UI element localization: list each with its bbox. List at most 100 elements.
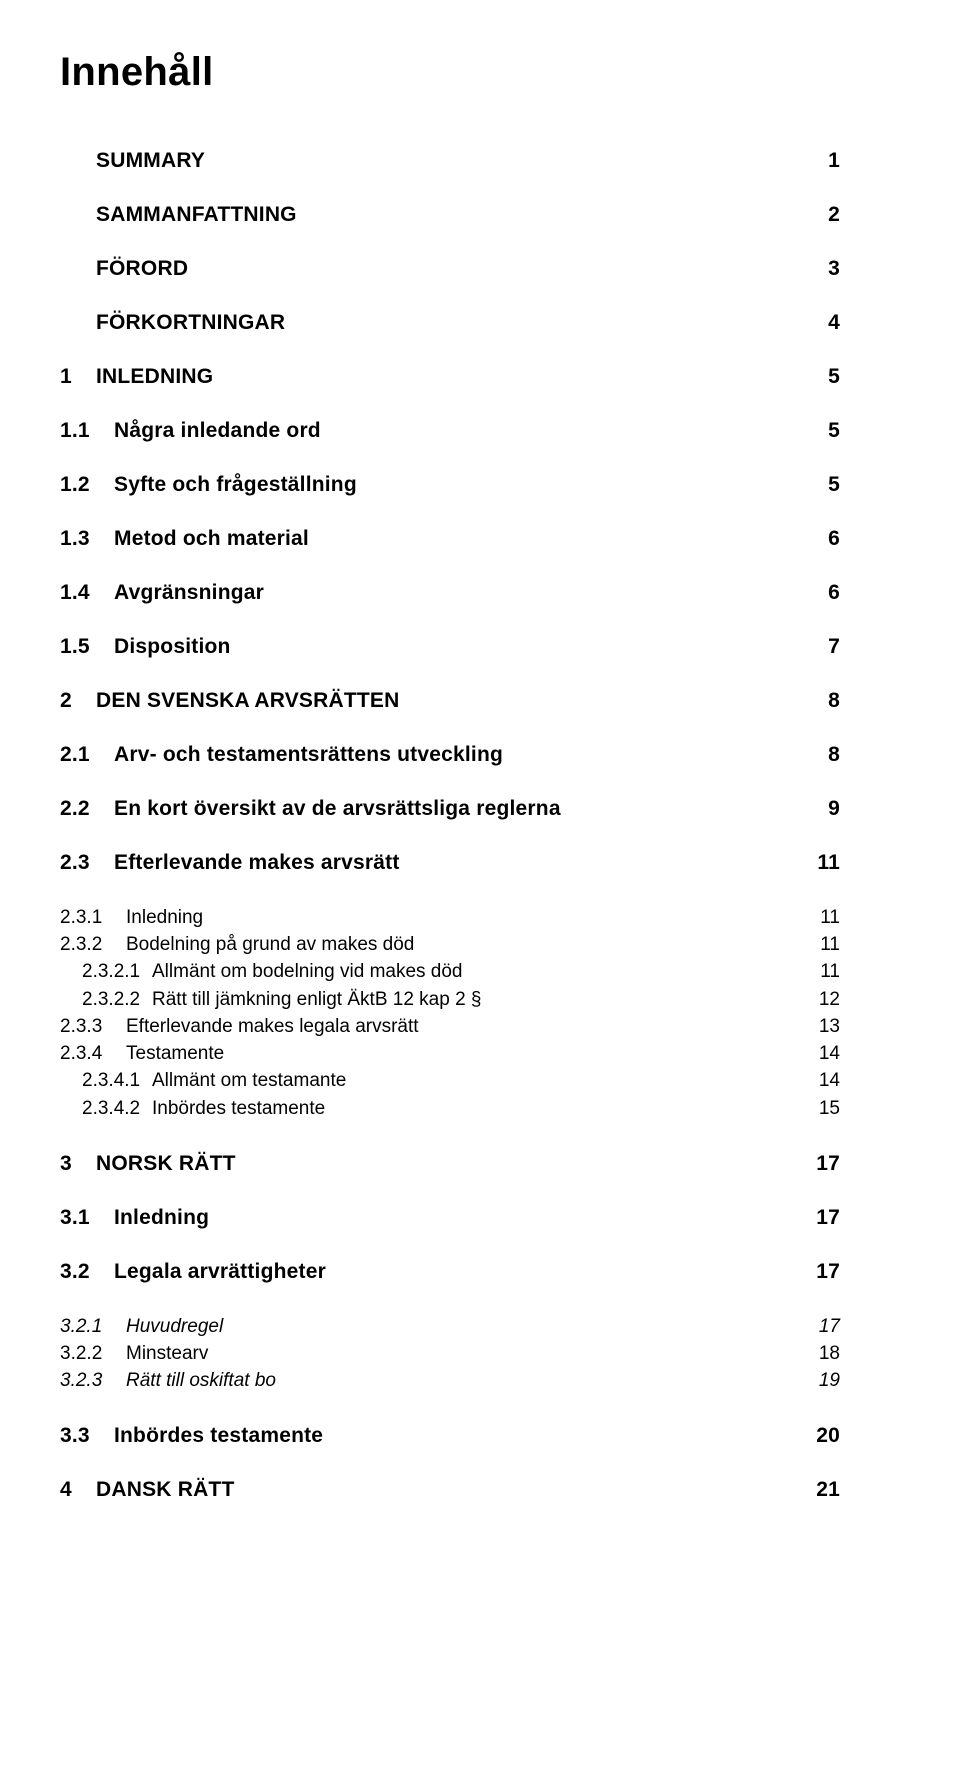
- toc-row: 2.3.4.2Inbördes testamente15: [60, 1096, 840, 1122]
- toc-row: 2.3.2Bodelning på grund av makes död11: [60, 932, 840, 958]
- toc-number: 2.3.4.1: [60, 1068, 152, 1094]
- toc-row: 3NORSK RÄTT17: [60, 1152, 840, 1176]
- toc-label: Minstearv: [126, 1341, 800, 1367]
- toc-number: 1.1: [60, 419, 114, 443]
- toc-page-number: 5: [800, 473, 840, 497]
- toc-label: SUMMARY: [96, 149, 800, 173]
- toc-page-number: 3: [800, 257, 840, 281]
- toc-row: 2.2En kort översikt av de arvsrättsliga …: [60, 797, 840, 821]
- toc-page-number: 7: [800, 635, 840, 659]
- toc-label: Inledning: [114, 1206, 800, 1230]
- toc-label: SAMMANFATTNING: [96, 203, 800, 227]
- toc-label: FÖRORD: [96, 257, 800, 281]
- toc-page-number: 4: [800, 311, 840, 335]
- toc-row: 2.3.4Testamente14: [60, 1041, 840, 1067]
- page-title: Innehåll: [60, 50, 840, 95]
- toc-number: 2: [60, 689, 96, 713]
- toc-row: 3.2.3Rätt till oskiftat bo19: [60, 1368, 840, 1394]
- toc-label: DANSK RÄTT: [96, 1478, 800, 1502]
- toc-row: SAMMANFATTNING2: [60, 203, 840, 227]
- toc-label: Testamente: [126, 1041, 800, 1067]
- toc-page-number: 17: [800, 1260, 840, 1284]
- toc-number: 2.3.3: [60, 1014, 126, 1040]
- toc-label: Några inledande ord: [114, 419, 800, 443]
- toc-row: 4DANSK RÄTT21: [60, 1478, 840, 1502]
- toc-row: 2.3.4.1Allmänt om testamante14: [60, 1068, 840, 1094]
- toc-number: 2.3.2: [60, 932, 126, 958]
- toc-row: FÖRORD3: [60, 257, 840, 281]
- toc-label: Rätt till jämkning enligt ÄktB 12 kap 2 …: [152, 987, 800, 1013]
- toc-page-number: 18: [800, 1341, 840, 1367]
- toc-label: Efterlevande makes arvsrätt: [114, 851, 800, 875]
- toc-page-number: 1: [800, 149, 840, 173]
- toc-label: Arv- och testamentsrättens utveckling: [114, 743, 800, 767]
- toc-number: 1.3: [60, 527, 114, 551]
- toc-page-number: 13: [800, 1014, 840, 1040]
- toc-number: 2.1: [60, 743, 114, 767]
- toc-number: 1.4: [60, 581, 114, 605]
- toc-label: Huvudregel: [126, 1314, 800, 1340]
- toc-label: Allmänt om bodelning vid makes död: [152, 959, 800, 985]
- toc-row: 3.3Inbördes testamente20: [60, 1424, 840, 1448]
- toc-row: 2.3.2.2Rätt till jämkning enligt ÄktB 12…: [60, 987, 840, 1013]
- toc-row: FÖRKORTNINGAR4: [60, 311, 840, 335]
- toc-row: 1.1Några inledande ord5: [60, 419, 840, 443]
- toc-label: Metod och material: [114, 527, 800, 551]
- toc-row: 1.4Avgränsningar6: [60, 581, 840, 605]
- toc-row: 1.2Syfte och frågeställning5: [60, 473, 840, 497]
- toc-number: 3.3: [60, 1424, 114, 1448]
- toc-page-number: 9: [800, 797, 840, 821]
- toc-page-number: 8: [800, 689, 840, 713]
- toc-row: 1.3Metod och material6: [60, 527, 840, 551]
- toc-page-number: 6: [800, 581, 840, 605]
- toc-label: NORSK RÄTT: [96, 1152, 800, 1176]
- toc-number: 3.2.3: [60, 1368, 126, 1394]
- toc-number: 3.2.2: [60, 1341, 126, 1367]
- toc-row: 3.2Legala arvrättigheter17: [60, 1260, 840, 1284]
- toc-page: Innehåll SUMMARY1SAMMANFATTNING2FÖRORD3F…: [0, 0, 870, 1562]
- toc-page-number: 17: [800, 1314, 840, 1340]
- toc-page-number: 6: [800, 527, 840, 551]
- toc-label: Inbördes testamente: [152, 1096, 800, 1122]
- toc-page-number: 15: [800, 1096, 840, 1122]
- toc-row: SUMMARY1: [60, 149, 840, 173]
- toc-label: Avgränsningar: [114, 581, 800, 605]
- toc-page-number: 5: [800, 419, 840, 443]
- toc-number: 2.3.2.1: [60, 959, 152, 985]
- toc-number: 1: [60, 365, 96, 389]
- toc-row: 1.5Disposition7: [60, 635, 840, 659]
- toc-number: 2.3.4: [60, 1041, 126, 1067]
- toc-label: DEN SVENSKA ARVSRÄTTEN: [96, 689, 800, 713]
- toc-label: En kort översikt av de arvsrättsliga reg…: [114, 797, 800, 821]
- toc-row: 3.2.1Huvudregel17: [60, 1314, 840, 1340]
- toc-number: 3.2: [60, 1260, 114, 1284]
- toc-row: 3.1Inledning17: [60, 1206, 840, 1230]
- toc-number: 2.2: [60, 797, 114, 821]
- toc-page-number: 17: [800, 1206, 840, 1230]
- toc-row: 2.3Efterlevande makes arvsrätt11: [60, 851, 840, 875]
- toc-number: 3.2.1: [60, 1314, 126, 1340]
- toc-number: 3: [60, 1152, 96, 1176]
- toc-page-number: 19: [800, 1368, 840, 1394]
- toc-number: 4: [60, 1478, 96, 1502]
- toc-number: 1.5: [60, 635, 114, 659]
- toc-number: 2.3: [60, 851, 114, 875]
- toc-row: 1INLEDNING5: [60, 365, 840, 389]
- toc-container: SUMMARY1SAMMANFATTNING2FÖRORD3FÖRKORTNIN…: [60, 149, 840, 1502]
- toc-page-number: 17: [800, 1152, 840, 1176]
- toc-row: 2.3.3Efterlevande makes legala arvsrätt1…: [60, 1014, 840, 1040]
- toc-number: 2.3.1: [60, 905, 126, 931]
- toc-label: Legala arvrättigheter: [114, 1260, 800, 1284]
- toc-label: FÖRKORTNINGAR: [96, 311, 800, 335]
- toc-page-number: 5: [800, 365, 840, 389]
- toc-number: 3.1: [60, 1206, 114, 1230]
- toc-page-number: 8: [800, 743, 840, 767]
- toc-label: Rätt till oskiftat bo: [126, 1368, 800, 1394]
- toc-page-number: 14: [800, 1041, 840, 1067]
- toc-row: 2DEN SVENSKA ARVSRÄTTEN8: [60, 689, 840, 713]
- toc-label: Allmänt om testamante: [152, 1068, 800, 1094]
- toc-row: 3.2.2Minstearv18: [60, 1341, 840, 1367]
- toc-page-number: 14: [800, 1068, 840, 1094]
- toc-page-number: 21: [800, 1478, 840, 1502]
- toc-number: 2.3.4.2: [60, 1096, 152, 1122]
